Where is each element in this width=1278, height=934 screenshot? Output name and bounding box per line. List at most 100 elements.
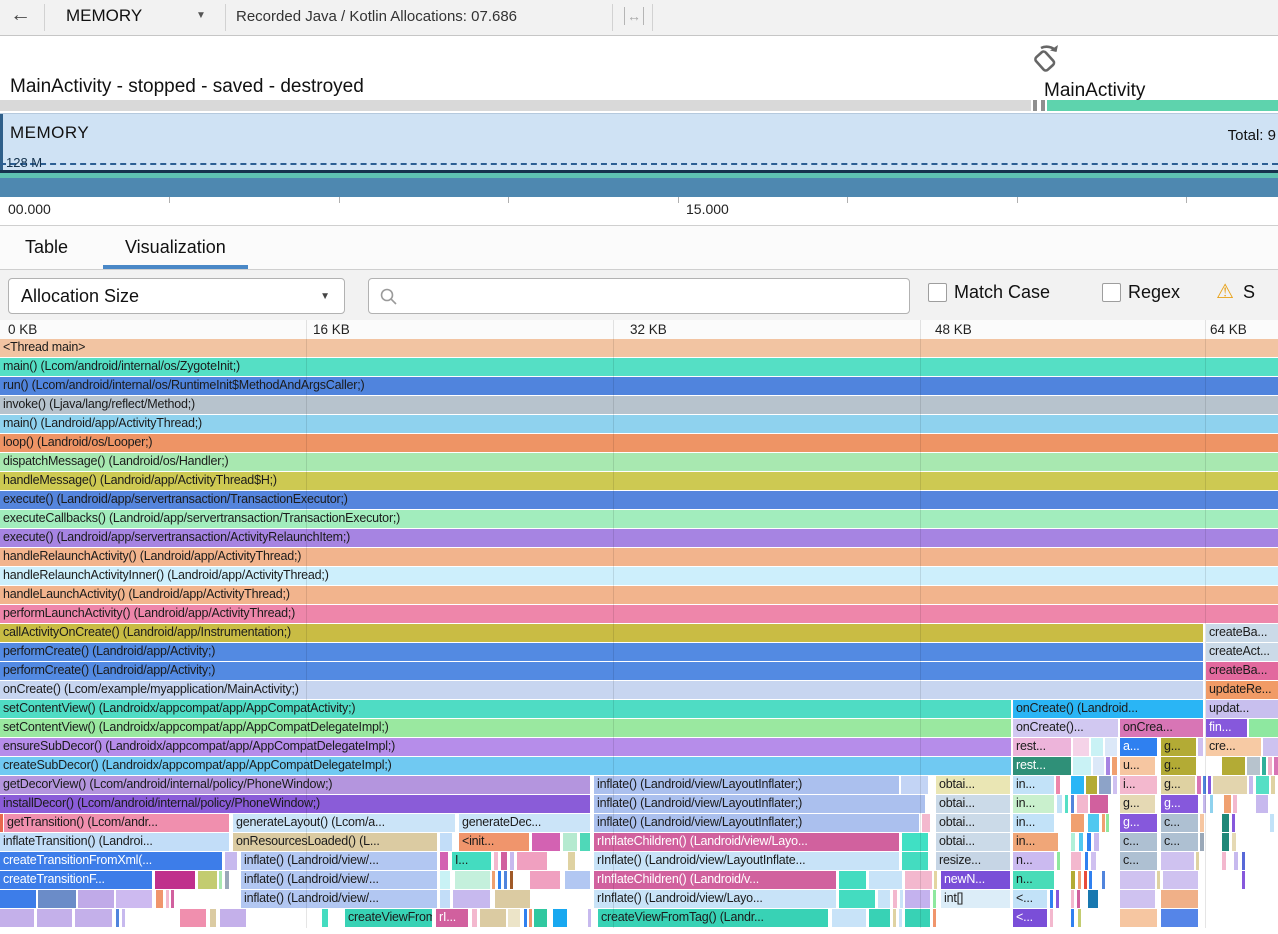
flame-segment[interactable] bbox=[122, 909, 125, 927]
flame-segment[interactable]: newN... bbox=[941, 871, 1010, 889]
flame-segment[interactable] bbox=[532, 833, 560, 851]
flame-segment[interactable] bbox=[934, 871, 937, 889]
flame-segment[interactable] bbox=[1256, 795, 1268, 813]
flame-segment[interactable] bbox=[498, 871, 501, 889]
flame-segment[interactable] bbox=[1213, 776, 1247, 794]
flame-segment[interactable] bbox=[1087, 833, 1091, 851]
flame-segment[interactable] bbox=[1222, 852, 1226, 870]
flame-segment[interactable] bbox=[832, 909, 866, 927]
flame-segment[interactable] bbox=[1099, 776, 1111, 794]
flame-segment[interactable]: int[] bbox=[941, 890, 1010, 908]
flame-segment[interactable] bbox=[1208, 776, 1211, 794]
flame-segment[interactable] bbox=[933, 890, 936, 908]
flame-segment[interactable] bbox=[1071, 852, 1081, 870]
flame-segment[interactable] bbox=[1071, 871, 1075, 889]
flame-segment[interactable] bbox=[1086, 776, 1097, 794]
flame-segment[interactable] bbox=[504, 871, 507, 889]
flame-segment[interactable]: cre... bbox=[1206, 738, 1261, 756]
flame-segment[interactable] bbox=[1242, 852, 1245, 870]
flame-segment[interactable] bbox=[1157, 871, 1160, 889]
match-case-checkbox[interactable] bbox=[928, 283, 947, 302]
flame-segment[interactable] bbox=[1057, 852, 1060, 870]
flame-segment[interactable] bbox=[1079, 833, 1083, 851]
flame-segment[interactable]: createBa... bbox=[1206, 662, 1278, 680]
flame-segment[interactable] bbox=[171, 890, 174, 908]
flame-segment[interactable] bbox=[198, 871, 217, 889]
flame-segment[interactable]: in... bbox=[1013, 814, 1054, 832]
flame-segment[interactable]: createViewFromTag() (Landr... bbox=[598, 909, 828, 927]
flame-segment[interactable] bbox=[510, 871, 513, 889]
flame-segment[interactable]: n... bbox=[1013, 852, 1054, 870]
flame-segment[interactable]: rInflate() (Landroid/view/LayoutInflate.… bbox=[594, 852, 899, 870]
flame-segment[interactable] bbox=[494, 852, 498, 870]
flame-segment[interactable]: onResourcesLoaded() (L... bbox=[233, 833, 437, 851]
flame-segment[interactable] bbox=[440, 833, 452, 851]
flame-segment[interactable] bbox=[1105, 738, 1117, 756]
flame-segment[interactable] bbox=[901, 776, 928, 794]
flame-segment[interactable]: execute() (Landroid/app/servertransactio… bbox=[0, 529, 1278, 547]
flame-segment[interactable] bbox=[563, 833, 577, 851]
flame-segment[interactable] bbox=[878, 890, 890, 908]
flame-segment[interactable]: handleRelaunchActivity() (Landroid/app/A… bbox=[0, 548, 1278, 566]
flame-segment[interactable] bbox=[1120, 909, 1157, 927]
flame-segment[interactable] bbox=[893, 890, 897, 908]
flame-segment[interactable]: createTransitionF... bbox=[0, 871, 152, 889]
flame-segment[interactable]: performCreate() (Landroid/app/Activity;) bbox=[0, 662, 1203, 680]
flame-segment[interactable] bbox=[1106, 757, 1110, 775]
flame-segment[interactable] bbox=[225, 852, 237, 870]
flame-segment[interactable] bbox=[1200, 814, 1204, 832]
flame-segment[interactable]: obtai... bbox=[936, 814, 1010, 832]
flame-segment[interactable] bbox=[1203, 795, 1206, 813]
flame-segment[interactable]: updateRe... bbox=[1206, 681, 1278, 699]
flame-segment[interactable] bbox=[1232, 814, 1235, 832]
flame-segment[interactable] bbox=[1274, 757, 1278, 775]
flame-segment[interactable] bbox=[1120, 890, 1155, 908]
flame-segment[interactable]: obtai... bbox=[936, 795, 1010, 813]
flame-segment[interactable] bbox=[1085, 852, 1088, 870]
flame-segment[interactable] bbox=[1078, 871, 1081, 889]
flame-segment[interactable] bbox=[37, 909, 72, 927]
flame-segment[interactable] bbox=[1270, 814, 1274, 832]
flame-segment[interactable]: <init... bbox=[459, 833, 529, 851]
flame-segment[interactable]: g... bbox=[1120, 814, 1157, 832]
flame-segment[interactable]: onCreate() (Lcom/example/myapplication/M… bbox=[0, 681, 1203, 699]
flame-segment[interactable] bbox=[495, 890, 530, 908]
flame-segment[interactable] bbox=[1071, 909, 1074, 927]
flame-segment[interactable]: in... bbox=[1013, 833, 1058, 851]
flame-segment[interactable] bbox=[900, 890, 903, 908]
flame-segment[interactable]: invoke() (Ljava/lang/reflect/Method;) bbox=[0, 396, 1278, 414]
flame-segment[interactable] bbox=[1090, 795, 1108, 813]
flame-segment[interactable] bbox=[1161, 852, 1194, 870]
flame-segment[interactable]: c... bbox=[1120, 852, 1157, 870]
flame-segment[interactable] bbox=[1050, 890, 1053, 908]
flame-segment[interactable]: <... bbox=[1013, 909, 1047, 927]
flame-segment[interactable] bbox=[1071, 814, 1084, 832]
flame-segment[interactable] bbox=[1077, 890, 1080, 908]
flame-segment[interactable] bbox=[322, 909, 328, 927]
flame-segment[interactable] bbox=[905, 909, 930, 927]
flame-segment[interactable] bbox=[1091, 738, 1103, 756]
flame-segment[interactable]: createTransitionFromXml(... bbox=[0, 852, 222, 870]
flame-segment[interactable] bbox=[869, 871, 902, 889]
flame-segment[interactable] bbox=[1071, 890, 1074, 908]
flame-segment[interactable] bbox=[1102, 814, 1105, 832]
flame-segment[interactable] bbox=[565, 871, 590, 889]
flame-segment[interactable] bbox=[1263, 738, 1278, 756]
tab-visualization[interactable]: Visualization bbox=[103, 226, 248, 269]
flame-segment[interactable] bbox=[580, 833, 590, 851]
flame-segment[interactable]: createViewFromTa... bbox=[345, 909, 432, 927]
flame-segment[interactable]: performLaunchActivity() (Landroid/app/Ac… bbox=[0, 605, 1278, 623]
zoom-to-fit-icon[interactable]: ↔ bbox=[624, 7, 644, 25]
flame-segment[interactable] bbox=[1057, 795, 1062, 813]
flame-segment[interactable]: rest... bbox=[1013, 738, 1071, 756]
flame-segment[interactable]: setContentView() (Landroidx/appcompat/ap… bbox=[0, 700, 1011, 718]
flame-segment[interactable]: createSubDecor() (Landroidx/appcompat/ap… bbox=[0, 757, 1011, 775]
flame-segment[interactable] bbox=[1203, 776, 1206, 794]
flame-segment[interactable]: n... bbox=[1013, 871, 1054, 889]
flame-segment[interactable]: ensureSubDecor() (Landroidx/appcompat/ap… bbox=[0, 738, 1011, 756]
flame-segment[interactable]: getTransition() (Lcom/andr... bbox=[4, 814, 229, 832]
flame-segment[interactable] bbox=[517, 852, 547, 870]
flame-segment[interactable]: main() (Lcom/android/internal/os/ZygoteI… bbox=[0, 358, 1278, 376]
flame-segment[interactable] bbox=[1088, 890, 1098, 908]
flame-segment[interactable] bbox=[524, 909, 527, 927]
